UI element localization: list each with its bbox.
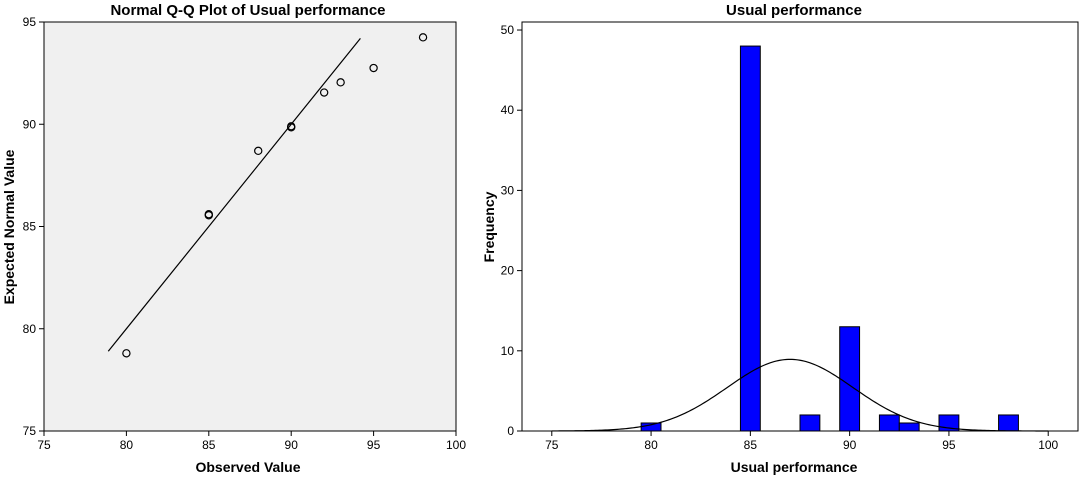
- histogram-bar: [998, 414, 1019, 432]
- qq-x-tick-label: 95: [367, 438, 381, 452]
- histogram-y-tick-label: 20: [501, 264, 515, 278]
- qq-plot-panel: Normal Q-Q Plot of Usual performance 75 8…: [1, 2, 466, 475]
- histogram-frame: [521, 21, 1079, 432]
- qq-plot-area: 75 80 85 90 95 100 75 80 85 90 95: [23, 15, 467, 452]
- histogram-bar: [898, 422, 920, 432]
- histogram-panel: Usual performance 75 80 85 90 95 100 0 10 20 30 40…: [481, 2, 1079, 475]
- histogram-y-tick-label: 50: [501, 23, 515, 37]
- qq-y-tick-label: 90: [23, 117, 37, 131]
- histogram-x-axis-label: Usual performance: [731, 459, 858, 475]
- histogram-x-tick-label: 95: [942, 438, 956, 452]
- qq-x-tick-label: 90: [285, 438, 299, 452]
- histogram-title: Usual performance: [726, 2, 862, 19]
- qq-x-tick-label: 80: [120, 438, 134, 452]
- qq-x-axis-label: Observed Value: [195, 459, 300, 475]
- qq-reference-line: [107, 37, 361, 352]
- qq-data-point: [254, 146, 263, 156]
- qq-data-point: [336, 78, 345, 87]
- qq-x-tick-label: 100: [446, 438, 466, 452]
- histogram-x-tick-label: 90: [843, 438, 857, 452]
- qq-plot-frame: [43, 21, 457, 432]
- qq-y-tick-label: 85: [23, 220, 37, 234]
- histogram-x-tick-label: 85: [744, 438, 758, 452]
- histogram-bar: [739, 45, 761, 432]
- normal-distribution-curve: [551, 358, 1049, 432]
- histogram-x-tick-label: 100: [1038, 438, 1058, 452]
- histogram-y-tick-label: 10: [501, 344, 515, 358]
- qq-y-tick-label: 75: [23, 424, 37, 438]
- histogram-bar: [839, 326, 861, 432]
- histogram-y-axis-label: Frequency: [481, 191, 497, 262]
- qq-y-tick-label: 95: [23, 15, 37, 29]
- histogram-bar: [799, 414, 821, 432]
- qq-x-tick-label: 75: [37, 438, 51, 452]
- qq-data-point: [204, 211, 213, 220]
- qq-y-axis-label: Expected Normal Value: [1, 149, 17, 304]
- histogram-y-tick-label: 0: [507, 424, 514, 438]
- histogram-y-tick-label: 40: [501, 103, 515, 117]
- qq-data-point: [369, 63, 378, 73]
- qq-data-point: [287, 122, 296, 131]
- histogram-x-tick-label: 80: [644, 438, 658, 452]
- histogram-plot-area: 75 80 85 90 95 100 0 10 20 30 40 50: [501, 21, 1079, 452]
- histogram-bar: [878, 414, 900, 432]
- qq-data-point: [319, 88, 329, 97]
- qq-data-point: [418, 33, 428, 42]
- qq-data-point: [122, 349, 131, 358]
- histogram-y-tick-label: 30: [501, 183, 515, 197]
- histogram-x-tick-label: 75: [545, 438, 559, 452]
- qq-plot-title: Normal Q-Q Plot of Usual performance: [110, 2, 385, 19]
- qq-y-tick-label: 80: [23, 322, 37, 336]
- qq-x-tick-label: 85: [202, 438, 216, 452]
